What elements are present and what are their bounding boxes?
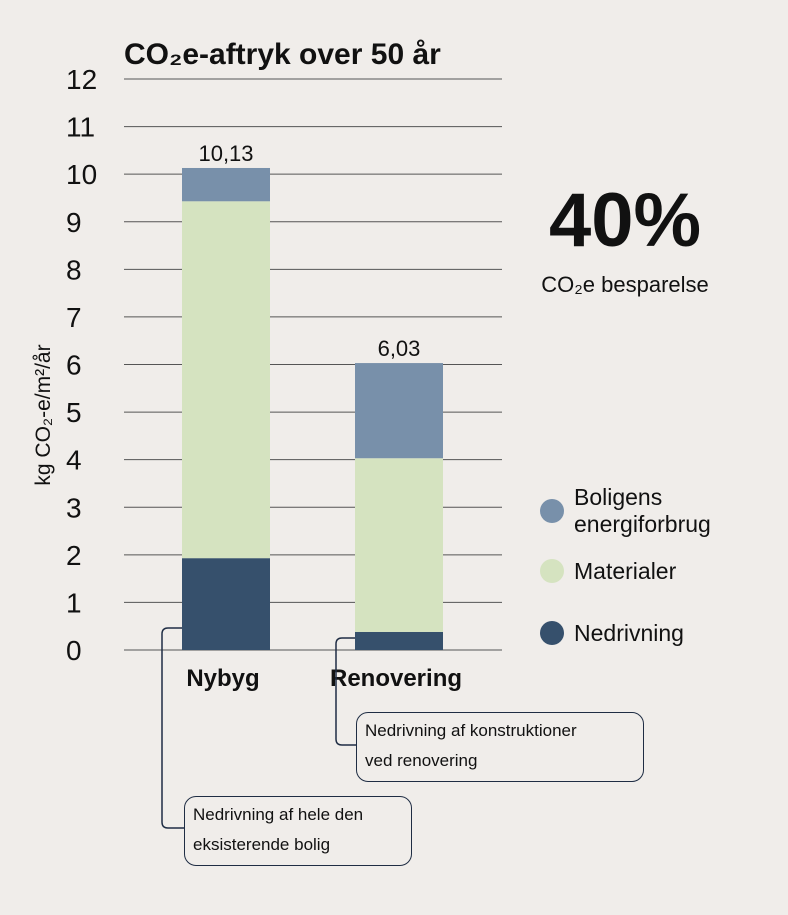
y-tick-label-6: 6 [66,350,82,381]
savings-label: CO₂e besparelse [541,272,709,297]
callout-nybyg: Nedrivning af hele den eksisterende boli… [184,796,412,866]
bar-renovering-boligens-energiforbrug [355,363,443,459]
legend-label-0-1: energiforbrug [574,511,711,537]
legend-marker-1 [540,559,564,583]
bar-renovering-nedrivning [355,631,443,650]
y-tick-label-3: 3 [66,492,82,523]
legend-marker-2 [540,621,564,645]
x-tick-label-renovering: Renovering [330,665,462,692]
y-tick-label-2: 2 [66,540,82,571]
y-tick-label-10: 10 [66,159,97,190]
x-tick-label-nybyg: Nybyg [186,665,259,692]
callout-renovering-line-2: ved renovering [365,751,478,770]
legend-label-1-0: Materialer [574,558,677,584]
callout-renovering-line-1: Nedrivning af konstruktioner [365,721,577,740]
savings-value: 40% [549,178,701,263]
y-tick-label-5: 5 [66,397,82,428]
y-tick-label-7: 7 [66,302,82,333]
callout-nybyg-line-1: Nedrivning af hele den [193,805,364,824]
y-tick-label-1: 1 [66,587,82,618]
callout-connector-renovering [335,637,356,746]
callout-renovering: Nedrivning af konstruktioner ved renover… [356,712,644,782]
y-axis-label: kg CO₂-e/m²/år [32,344,55,485]
bar-total-label-nybyg: 10,13 [198,141,253,166]
y-tick-label-0: 0 [66,635,82,666]
callout-nybyg-line-2: eksisterende bolig [193,835,331,854]
y-tick-label-8: 8 [66,254,82,285]
bar-total-label-renovering: 6,03 [378,336,421,361]
legend-label-0-0: Boligens [574,484,662,510]
y-tick-label-4: 4 [66,445,82,476]
legend-label-2-0: Nedrivning [574,620,684,646]
bar-nybyg-boligens-energiforbrug [182,167,270,202]
y-tick-label-11: 11 [66,112,95,143]
chart-title: CO₂e-aftryk over 50 år [124,38,441,71]
bar-nybyg-nedrivning [182,558,270,650]
y-tick-label-12: 12 [66,64,97,95]
y-tick-label-9: 9 [66,207,82,238]
bar-renovering-materialer [355,458,443,632]
legend-marker-0 [540,499,564,523]
bar-nybyg-materialer [182,201,270,559]
callout-connector-nybyg [161,627,184,829]
